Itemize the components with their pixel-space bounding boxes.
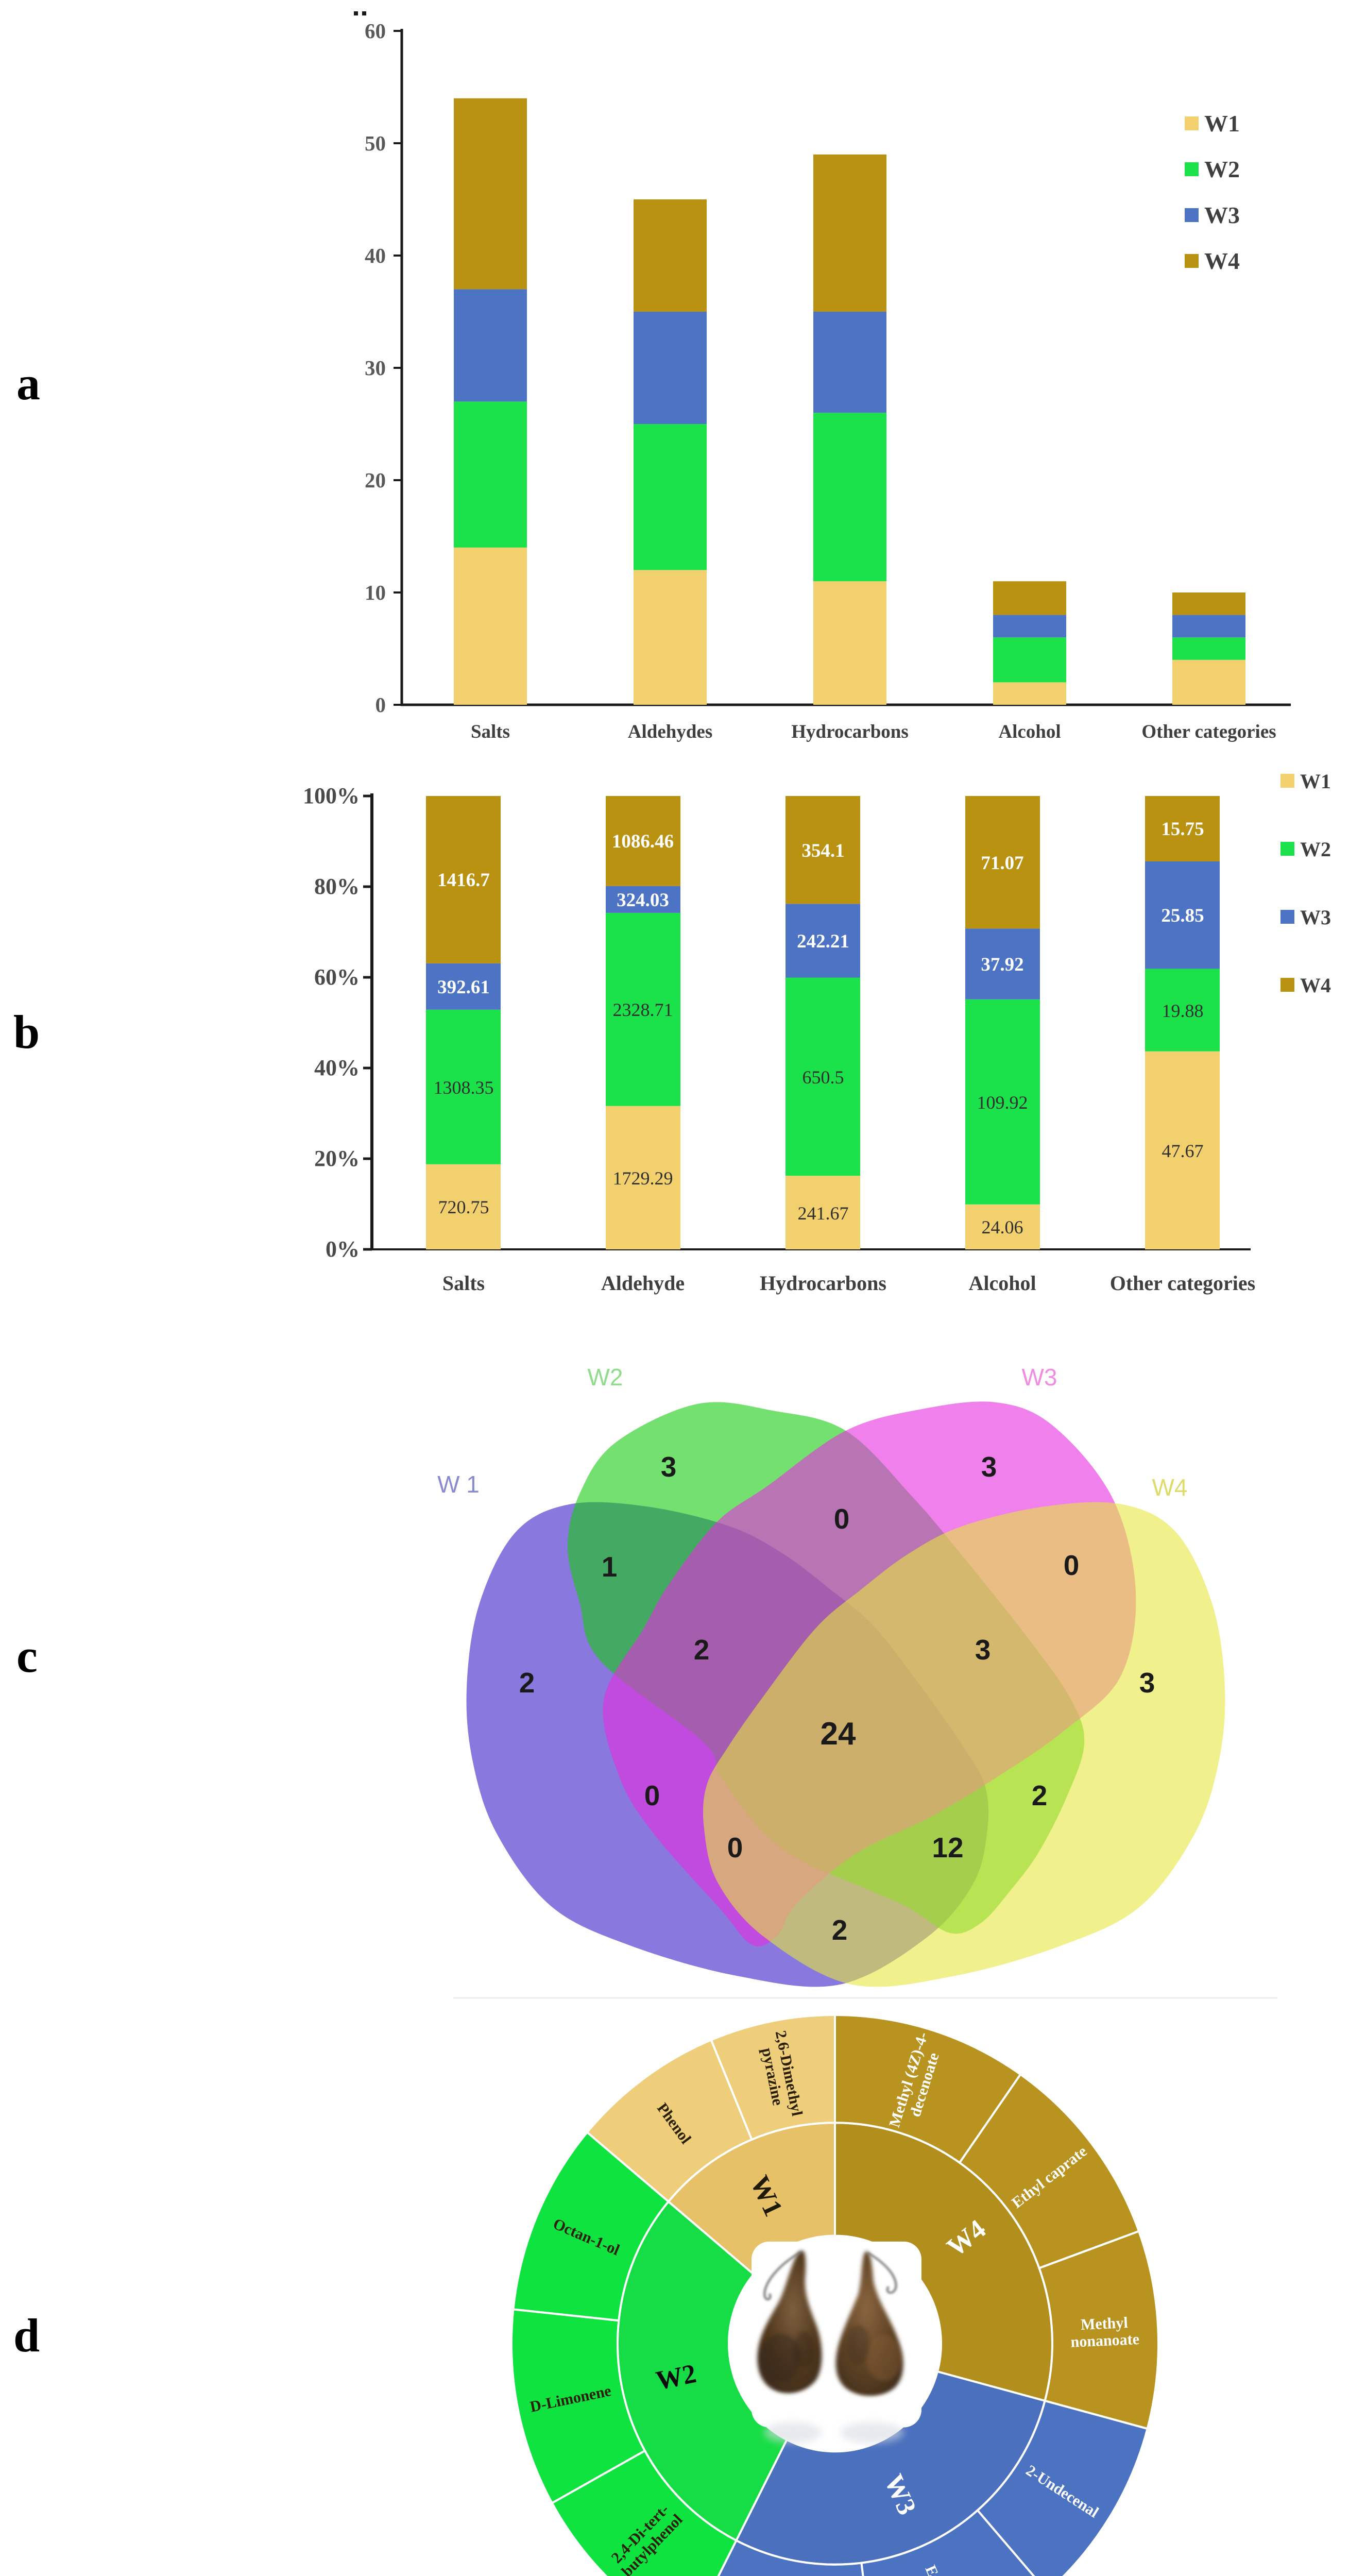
svg-text:720.75: 720.75 — [438, 1197, 489, 1217]
svg-text:Salts: Salts — [442, 1272, 485, 1295]
svg-text:100%: 100% — [303, 783, 360, 808]
svg-text:3: 3 — [981, 1451, 997, 1483]
svg-text:a: a — [16, 357, 40, 410]
svg-text:W3: W3 — [1300, 906, 1331, 929]
svg-text:Aldehyde: Aldehyde — [601, 1272, 685, 1295]
svg-text:nonanoate: nonanoate — [1070, 2330, 1140, 2351]
svg-text:109.92: 109.92 — [977, 1092, 1028, 1113]
svg-text:20%: 20% — [314, 1146, 360, 1171]
svg-text:392.61: 392.61 — [437, 977, 490, 998]
svg-text:W2: W2 — [588, 1364, 623, 1391]
svg-text:2328.71: 2328.71 — [613, 999, 673, 1020]
svg-text:c: c — [16, 1630, 38, 1682]
svg-text:Other categories: Other categories — [1141, 721, 1276, 742]
svg-text:3: 3 — [975, 1634, 991, 1666]
svg-text:Alcohol: Alcohol — [998, 721, 1061, 742]
svg-text:0: 0 — [727, 1832, 743, 1863]
svg-text:80%: 80% — [314, 874, 360, 899]
svg-text:50: 50 — [365, 131, 386, 155]
svg-text:b: b — [13, 1006, 40, 1058]
svg-text:25.85: 25.85 — [1161, 905, 1204, 926]
svg-text:15.75: 15.75 — [1161, 819, 1204, 840]
svg-text:0: 0 — [375, 693, 386, 717]
svg-text:W4: W4 — [1152, 1474, 1188, 1501]
svg-text:30: 30 — [365, 356, 386, 380]
svg-text:241.67: 241.67 — [798, 1203, 849, 1224]
svg-text:W2: W2 — [1300, 838, 1331, 861]
svg-text:W4: W4 — [1300, 974, 1331, 997]
svg-text:3: 3 — [661, 1451, 677, 1483]
svg-text:10: 10 — [365, 581, 386, 604]
svg-text:37.92: 37.92 — [981, 954, 1023, 975]
svg-text:0%: 0% — [326, 1236, 360, 1262]
svg-text:1416.7: 1416.7 — [437, 870, 490, 891]
svg-text:W1: W1 — [1300, 770, 1331, 793]
svg-text:0: 0 — [834, 1503, 850, 1535]
svg-text:19.88: 19.88 — [1162, 1001, 1204, 1021]
svg-text:354.1: 354.1 — [801, 840, 844, 861]
svg-text:W3: W3 — [1022, 1364, 1057, 1391]
svg-text:Hydrocarbons: Hydrocarbons — [791, 721, 909, 742]
svg-text:47.67: 47.67 — [1162, 1141, 1204, 1161]
svg-text:40%: 40% — [314, 1055, 360, 1080]
svg-text:Other categories: Other categories — [1110, 1272, 1255, 1295]
svg-text:60: 60 — [365, 19, 386, 43]
svg-text:71.07: 71.07 — [981, 853, 1023, 874]
svg-text:W4: W4 — [1204, 248, 1240, 274]
svg-text:650.5: 650.5 — [802, 1067, 844, 1088]
svg-text:d: d — [13, 2309, 40, 2362]
svg-text:0: 0 — [644, 1780, 660, 1811]
svg-text:2: 2 — [694, 1634, 710, 1666]
svg-text:1: 1 — [602, 1551, 618, 1583]
svg-text:1308.35: 1308.35 — [434, 1077, 494, 1098]
svg-text:Aldehydes: Aldehydes — [628, 721, 712, 742]
svg-text:Alcohol: Alcohol — [968, 1272, 1036, 1295]
svg-text:324.03: 324.03 — [617, 890, 669, 911]
svg-text:40: 40 — [365, 244, 386, 267]
svg-text:3: 3 — [1139, 1667, 1155, 1699]
svg-text:1086.46: 1086.46 — [612, 831, 674, 852]
svg-text:2: 2 — [519, 1667, 535, 1699]
svg-text:W 1: W 1 — [437, 1471, 480, 1498]
svg-text:24.06: 24.06 — [982, 1217, 1023, 1238]
svg-text:60%: 60% — [314, 964, 360, 990]
svg-text:242.21: 242.21 — [797, 931, 849, 952]
svg-text:Hydrocarbons: Hydrocarbons — [760, 1272, 886, 1295]
svg-text:W1: W1 — [1204, 110, 1240, 137]
svg-text:W2: W2 — [1204, 156, 1240, 182]
svg-text:1729.29: 1729.29 — [613, 1168, 673, 1189]
svg-text:24: 24 — [821, 1716, 856, 1752]
svg-text:2: 2 — [1032, 1780, 1048, 1811]
svg-text:0: 0 — [1064, 1549, 1080, 1581]
svg-text:W3: W3 — [1204, 202, 1240, 228]
svg-text:Methyl: Methyl — [1080, 2314, 1128, 2333]
svg-text:12: 12 — [932, 1832, 963, 1863]
svg-text:20: 20 — [365, 468, 386, 492]
svg-text:Salts: Salts — [471, 721, 510, 742]
svg-text:2: 2 — [832, 1914, 848, 1946]
